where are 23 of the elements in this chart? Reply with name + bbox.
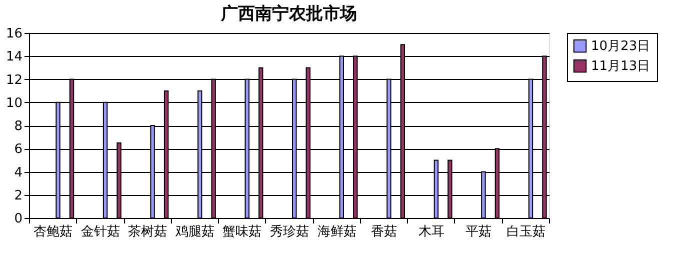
y-tick-label: 2 <box>14 188 22 204</box>
y-tick-label: 8 <box>14 119 22 134</box>
x-tick-label: 秀珍菇 <box>270 224 309 240</box>
x-tick-label: 木耳 <box>418 224 444 240</box>
legend-label: 10月23日 <box>591 39 650 54</box>
x-tick-label: 香菇 <box>371 224 398 240</box>
y-tick-label: 16 <box>6 26 22 42</box>
x-tick-label: 茶树菇 <box>128 224 168 240</box>
y-tick-label: 14 <box>6 50 22 65</box>
chart-title: 广西南宁农批市场 <box>220 4 357 24</box>
y-tick-label: 12 <box>6 72 22 88</box>
x-tick-label: 海鲜菇 <box>317 224 356 240</box>
y-tick-label: 10 <box>6 96 22 111</box>
x-tick-label: 平菇 <box>466 224 492 240</box>
x-tick-label: 蟹味菇 <box>222 224 262 240</box>
y-tick-label: 0 <box>14 212 22 226</box>
x-tick-label: 白玉菇 <box>506 224 546 240</box>
y-tick-label: 4 <box>14 165 22 180</box>
y-tick-label: 6 <box>14 142 22 158</box>
legend-label: 11月13日 <box>591 59 650 74</box>
x-tick-label: 杏鲍菇 <box>34 224 73 240</box>
x-tick-label: 鸡腿菇 <box>174 224 214 240</box>
x-tick-label: 金针菇 <box>80 224 120 240</box>
